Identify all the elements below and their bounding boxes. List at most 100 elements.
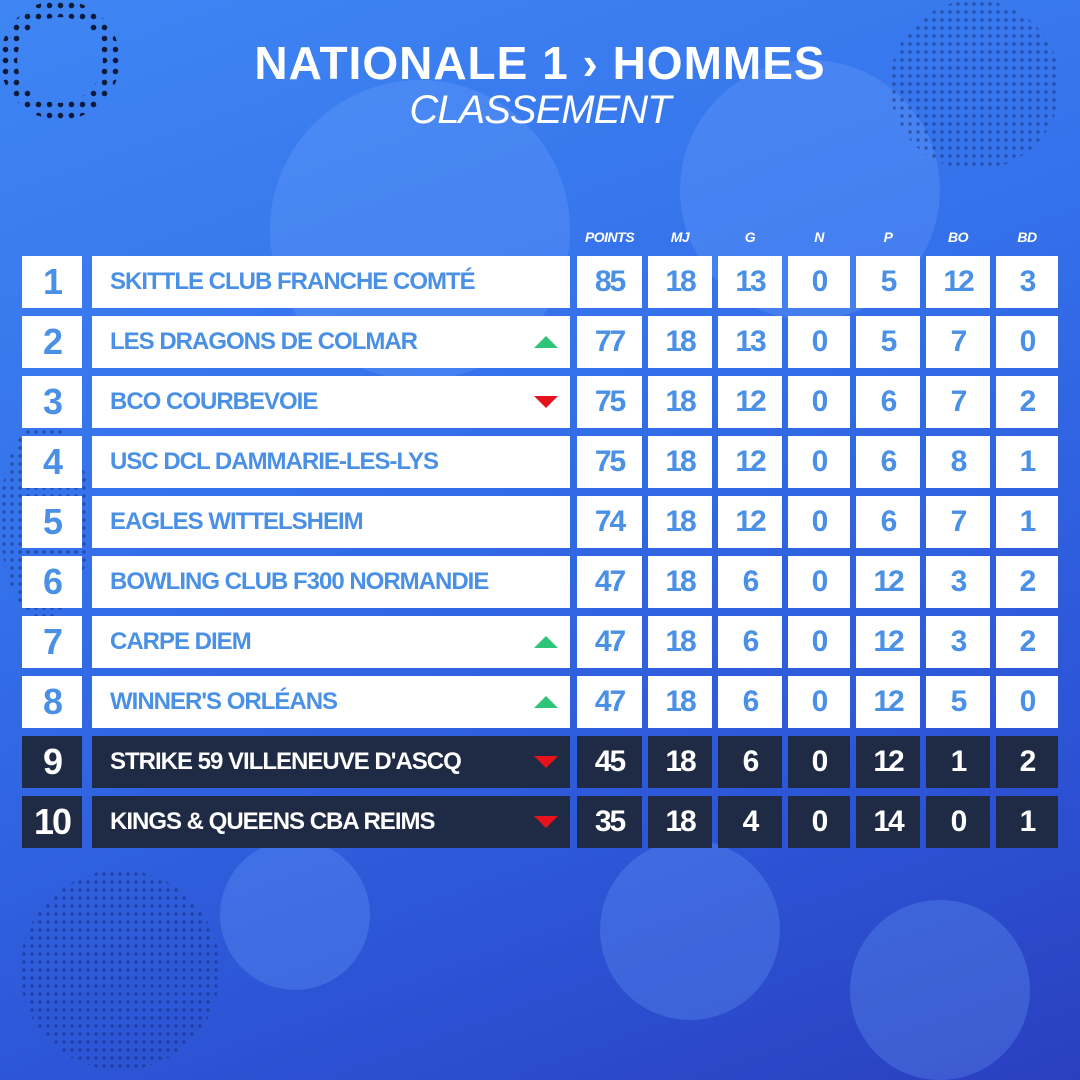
stat-value: 12 xyxy=(735,385,766,418)
stat-value: 18 xyxy=(665,265,696,298)
stat-n: 0 xyxy=(788,676,850,728)
rank-cell: 9 xyxy=(22,736,82,788)
team-name-cell: EAGLES WITTELSHEIM xyxy=(92,496,570,548)
stat-value: 47 xyxy=(594,685,626,718)
trend-up-icon xyxy=(534,336,558,348)
column-header-p: P xyxy=(883,229,893,245)
stat-value: 18 xyxy=(665,445,696,478)
stat-value: 0 xyxy=(811,445,829,478)
stat-value: 0 xyxy=(811,325,829,358)
stat-value: 12 xyxy=(943,265,974,298)
table-row: 1 SKITTLE CLUB FRANCHE COMTÉ 85 18 13 0 5 12 3 xyxy=(0,256,1080,308)
stat-bo: 1 xyxy=(926,736,990,788)
stat-bd: 2 xyxy=(996,616,1058,668)
stat-p: 12 xyxy=(856,736,920,788)
team-name: WINNER'S ORLÉANS xyxy=(110,688,338,715)
stat-g: 6 xyxy=(718,616,782,668)
stat-g: 6 xyxy=(718,556,782,608)
table-row: 3 BCO COURBEVOIE 75 18 12 0 6 7 2 xyxy=(0,376,1080,428)
team-name-cell: BCO COURBEVOIE xyxy=(92,376,570,428)
stat-bo: 3 xyxy=(926,616,990,668)
stat-mj: 18 xyxy=(648,376,712,428)
stat-value: 3 xyxy=(1019,265,1037,298)
stat-g: 6 xyxy=(718,736,782,788)
stat-p: 12 xyxy=(856,676,920,728)
stat-value: 7 xyxy=(950,385,968,418)
column-header-points: POINTS xyxy=(584,229,635,245)
stat-value: 2 xyxy=(1019,385,1037,418)
stat-n: 0 xyxy=(788,736,850,788)
rank-cell: 7 xyxy=(22,616,82,668)
stat-value: 7 xyxy=(950,505,968,538)
stat-value: 7 xyxy=(950,325,968,358)
team-name-cell: WINNER'S ORLÉANS xyxy=(92,676,570,728)
stat-g: 4 xyxy=(718,796,782,848)
stat-n: 0 xyxy=(788,616,850,668)
decor-dots xyxy=(0,0,120,120)
stat-n: 0 xyxy=(788,436,850,488)
stat-value: 6 xyxy=(742,625,760,658)
stat-value: 2 xyxy=(1019,745,1037,778)
stat-value: 75 xyxy=(594,385,626,418)
table-row: 10 KINGS & QUEENS CBA REIMS 35 18 4 0 14 0 1 xyxy=(0,796,1080,848)
stat-value: 4 xyxy=(742,805,760,838)
stat-bo: 7 xyxy=(926,496,990,548)
stat-value: 12 xyxy=(873,685,904,718)
table-row: 6 BOWLING CLUB F300 NORMANDIE 47 18 6 0 12 3 2 xyxy=(0,556,1080,608)
team-name: BCO COURBEVOIE xyxy=(110,388,318,415)
table-row: 7 CARPE DIEM 47 18 6 0 12 3 2 xyxy=(0,616,1080,668)
stat-value: 0 xyxy=(811,685,829,718)
stat-value: 77 xyxy=(594,325,626,358)
stat-value: 12 xyxy=(873,745,904,778)
stat-value: 12 xyxy=(735,505,766,538)
stat-value: 47 xyxy=(594,625,626,658)
stat-value: 18 xyxy=(665,325,696,358)
stat-bd: 1 xyxy=(996,436,1058,488)
team-name-cell: LES DRAGONS DE COLMAR xyxy=(92,316,570,368)
stat-value: 1 xyxy=(1019,805,1037,838)
stat-g: 6 xyxy=(718,676,782,728)
page-title: NATIONALE 1 › HOMMES xyxy=(254,37,826,89)
table-row: 2 LES DRAGONS DE COLMAR 77 18 13 0 5 7 0 xyxy=(0,316,1080,368)
stat-points: 85 xyxy=(577,256,642,308)
stat-n: 0 xyxy=(788,796,850,848)
stat-bd: 2 xyxy=(996,736,1058,788)
trend-down-icon xyxy=(534,756,558,768)
stat-points: 75 xyxy=(577,436,642,488)
stat-p: 5 xyxy=(856,316,920,368)
table-row: 4 USC DCL DAMMARIE-LES-LYS 75 18 12 0 6 8 1 xyxy=(0,436,1080,488)
stat-value: 18 xyxy=(665,805,696,838)
stat-value: 5 xyxy=(880,265,898,298)
stat-value: 18 xyxy=(665,685,696,718)
stat-bd: 1 xyxy=(996,496,1058,548)
stat-value: 0 xyxy=(1019,685,1037,718)
team-name-cell: STRIKE 59 VILLENEUVE D'ASCQ xyxy=(92,736,570,788)
stat-value: 0 xyxy=(811,265,829,298)
stat-value: 0 xyxy=(811,385,829,418)
stat-p: 14 xyxy=(856,796,920,848)
stat-mj: 18 xyxy=(648,736,712,788)
stat-g: 13 xyxy=(718,256,782,308)
team-name: KINGS & QUEENS CBA REIMS xyxy=(110,808,435,835)
stat-value: 3 xyxy=(950,625,968,658)
stat-value: 5 xyxy=(950,685,968,718)
stat-value: 0 xyxy=(811,565,829,598)
stat-mj: 18 xyxy=(648,436,712,488)
column-header-g: G xyxy=(744,229,756,245)
column-header-bd: BD xyxy=(1017,229,1037,245)
stat-value: 18 xyxy=(665,745,696,778)
stat-value: 47 xyxy=(594,565,626,598)
stat-n: 0 xyxy=(788,496,850,548)
stat-value: 18 xyxy=(665,625,696,658)
column-header-n: N xyxy=(814,229,824,245)
stat-value: 3 xyxy=(950,565,968,598)
decor-circle xyxy=(850,900,1030,1080)
stat-points: 35 xyxy=(577,796,642,848)
rank-cell: 2 xyxy=(22,316,82,368)
team-name-cell: BOWLING CLUB F300 NORMANDIE xyxy=(92,556,570,608)
stat-value: 0 xyxy=(811,805,829,838)
stat-bd: 2 xyxy=(996,556,1058,608)
stat-n: 0 xyxy=(788,256,850,308)
stat-mj: 18 xyxy=(648,676,712,728)
stat-mj: 18 xyxy=(648,556,712,608)
